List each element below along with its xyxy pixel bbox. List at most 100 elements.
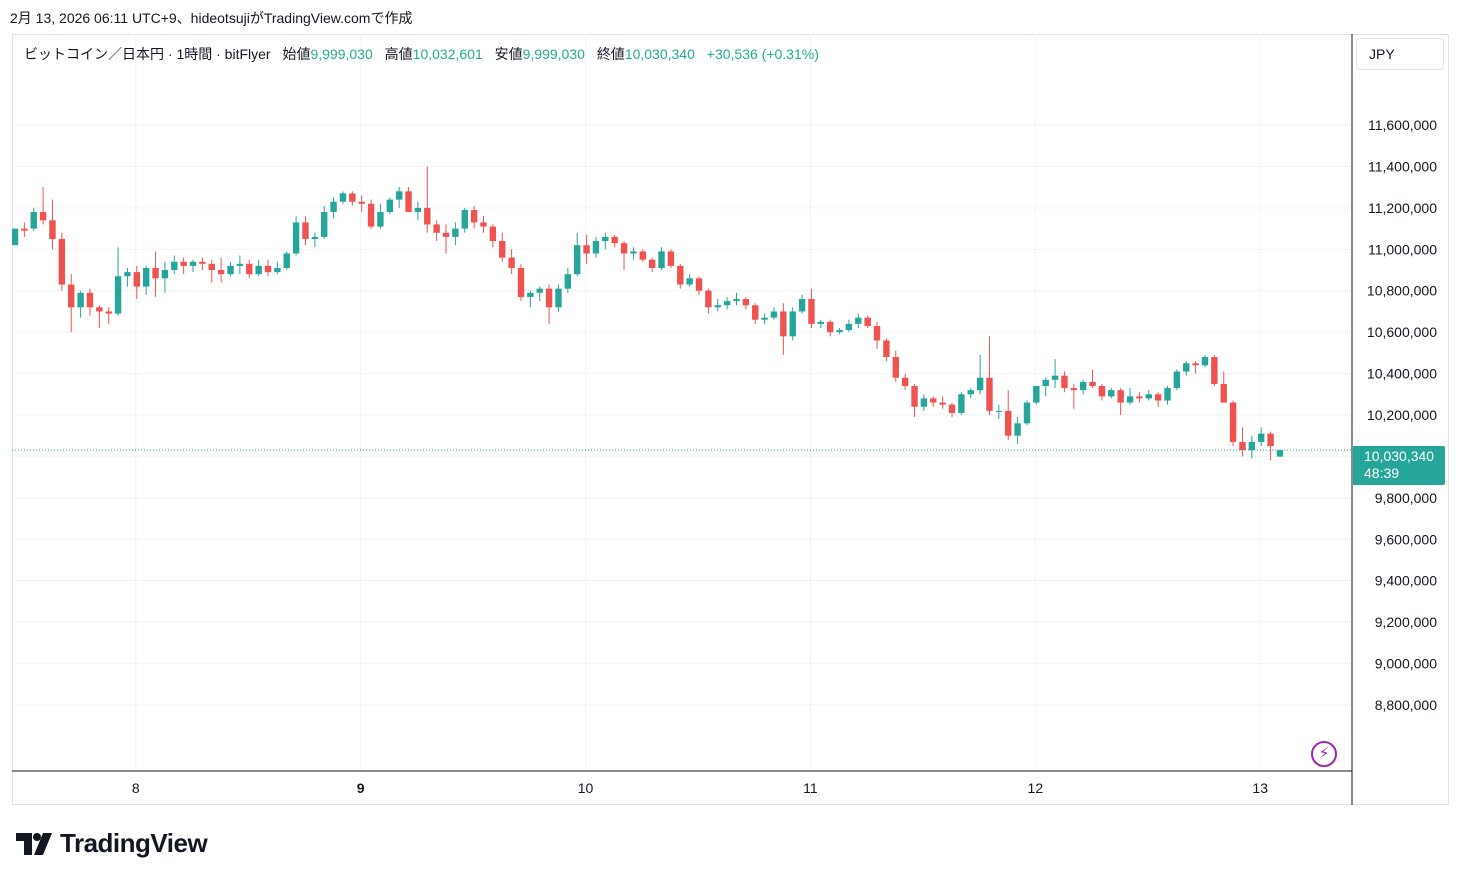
candle (939, 396, 946, 409)
candle-body (976, 377, 984, 391)
candle-body (620, 243, 628, 254)
candle-body (1126, 396, 1134, 403)
candle-body (555, 288, 562, 308)
candle (1164, 386, 1171, 405)
candle-body (1201, 357, 1209, 366)
high-value: 10,032,601 (412, 46, 483, 62)
candle (12, 228, 19, 246)
candle-body (826, 321, 834, 333)
tradingview-logo[interactable]: TradingView (14, 828, 208, 859)
candle-body (817, 321, 825, 324)
candle-body (930, 398, 937, 403)
candle (1211, 354, 1218, 387)
candle (930, 396, 937, 407)
candle (826, 319, 834, 337)
candle-body (236, 263, 244, 266)
candle-body (264, 265, 272, 273)
candle (499, 232, 506, 262)
candle (358, 195, 365, 213)
candle-body (21, 228, 28, 231)
candle (96, 305, 103, 329)
candle (695, 276, 703, 295)
candle-body (873, 325, 881, 341)
candle-body (1164, 388, 1171, 401)
candle (967, 388, 974, 399)
candle-body (283, 253, 290, 268)
candle-body (461, 209, 468, 229)
candle-body (508, 257, 515, 268)
candle (508, 249, 515, 275)
candle (124, 267, 131, 287)
chart-frame (12, 34, 1449, 805)
candle-body (1042, 379, 1049, 387)
candle-body (395, 191, 403, 200)
candle (405, 187, 412, 213)
candle (873, 321, 881, 349)
candle (470, 205, 478, 229)
candle-body (1192, 363, 1199, 366)
candle (424, 166, 431, 233)
candle-body (780, 311, 787, 337)
candlestick-chart[interactable]: 8,800,000 9,000,000 9,200,000 9,400,000 9,60… (12, 34, 1449, 805)
candle-body (798, 299, 806, 312)
candle-body (733, 299, 740, 302)
y-tick-label: 11,000,000 (1368, 241, 1437, 257)
candle (142, 265, 150, 295)
candle-body (1014, 423, 1021, 436)
candle (817, 319, 825, 329)
candle (1258, 427, 1265, 447)
candle (161, 261, 169, 293)
candle-body (12, 228, 19, 246)
candle-body (761, 317, 768, 320)
candle-body (1154, 394, 1162, 401)
candle-body (611, 236, 618, 244)
candle-body (433, 224, 440, 233)
candle-body (339, 193, 347, 202)
candle (986, 336, 993, 415)
candle (39, 187, 47, 225)
y-tick-label: 9,800,000 (1375, 490, 1437, 506)
candle-body (96, 307, 103, 312)
candle (780, 303, 787, 355)
y-tick-label: 10,800,000 (1367, 283, 1437, 299)
candles (12, 166, 1284, 461)
candle (1229, 400, 1237, 447)
candle (1108, 388, 1115, 399)
candle-body (105, 311, 112, 314)
candle (742, 296, 750, 310)
candle-body (1229, 402, 1237, 442)
candle (545, 284, 553, 324)
lightning-bolt-icon[interactable]: ⚡ (1311, 741, 1337, 767)
candle (1192, 361, 1199, 374)
candle-body (639, 251, 646, 260)
candle (386, 197, 393, 215)
symbol-info[interactable]: ビットコイン／日本円 · 1時間 · bitFlyer (24, 46, 271, 62)
candle (68, 274, 75, 333)
candle (976, 354, 984, 395)
currency-selector[interactable]: JPY (1356, 38, 1444, 70)
candle (255, 259, 262, 277)
candle (246, 259, 253, 279)
candle-body (489, 226, 497, 242)
candle-body (180, 261, 187, 266)
candle (527, 290, 534, 308)
candle (452, 222, 459, 246)
candle-body (133, 272, 141, 287)
candle (536, 286, 543, 302)
candle-body (1211, 357, 1218, 384)
candle-body (1070, 388, 1078, 391)
candle-body (292, 222, 300, 254)
y-tick-label: 9,000,000 (1375, 656, 1437, 672)
last-price-tag: 10,030,340 48:39 (1353, 446, 1445, 485)
candle (377, 203, 384, 229)
candle-body (58, 238, 66, 285)
candle (442, 224, 450, 254)
candle (1042, 377, 1049, 397)
candle-body (330, 201, 337, 213)
candle-body (1033, 386, 1040, 403)
chart-legend: ビットコイン／日本円 · 1時間 · bitFlyer 始値9,999,030 … (24, 44, 819, 64)
candle (1070, 383, 1078, 409)
x-tick-label: 9 (357, 780, 365, 796)
candle (658, 247, 665, 271)
candle (395, 187, 403, 208)
